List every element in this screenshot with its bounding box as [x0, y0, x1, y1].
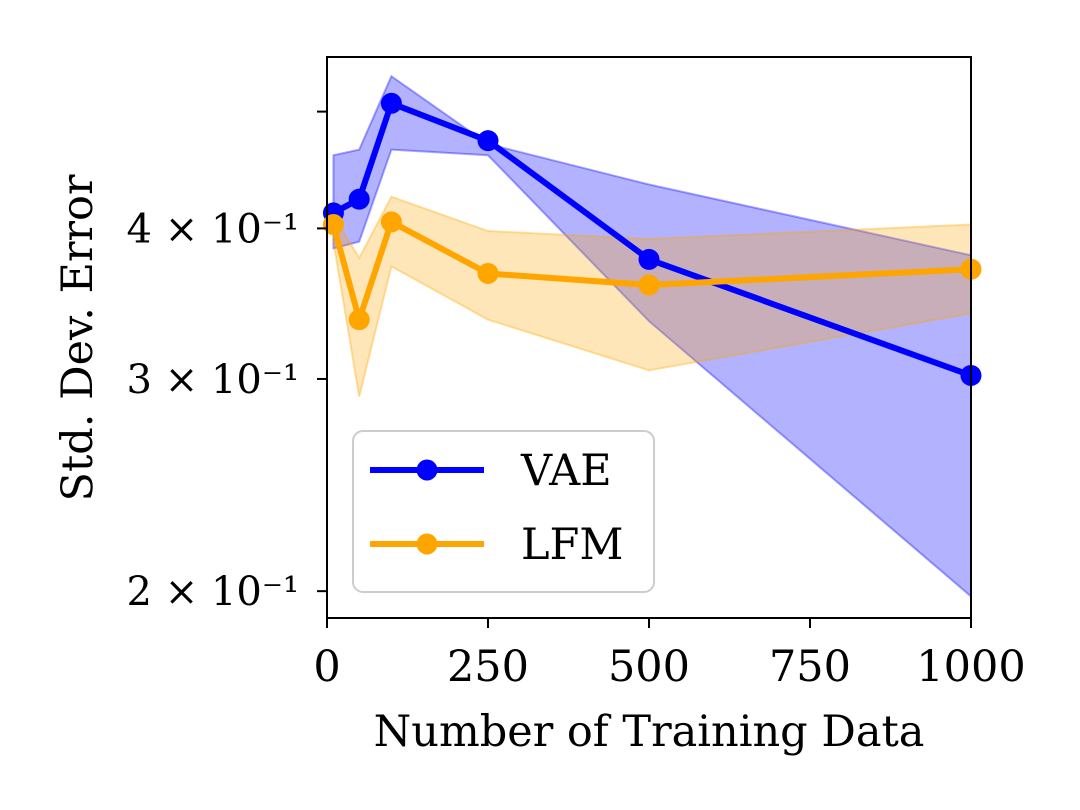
- legend-lfm-label: LFM: [521, 520, 623, 570]
- y-axis-label: Std. Dev. Error: [53, 174, 103, 501]
- x-tick-label-4: 1000: [916, 642, 1025, 692]
- lfm-series-line: [330, 218, 974, 323]
- y-tick-label-0: 2 × 10⁻¹: [127, 569, 299, 615]
- y-tick-label-1: 3 × 10⁻¹: [127, 357, 299, 403]
- x-axis-label: Number of Training Data: [374, 707, 925, 757]
- lfm-point-1: [348, 309, 370, 331]
- vae-point-3: [477, 130, 499, 152]
- x-tick-label-2: 500: [608, 642, 690, 692]
- legend-lfm-marker: [416, 533, 438, 555]
- vae-point-4: [638, 248, 660, 270]
- x-tick-label-0: 0: [313, 642, 340, 692]
- lfm-point-2: [380, 211, 402, 233]
- legend: VAE LFM: [352, 430, 655, 593]
- vae-point-2: [380, 92, 402, 114]
- vae-point-1: [348, 188, 370, 210]
- plot-frame: [326, 56, 972, 619]
- lfm-point-3: [477, 262, 499, 284]
- x-axis: 0 250 500 750 1000: [313, 618, 1026, 692]
- legend-vae-label: VAE: [520, 446, 612, 496]
- y-tick-label-2: 4 × 10⁻¹: [127, 206, 299, 252]
- series-points: [322, 92, 982, 386]
- lfm-point-0: [322, 213, 344, 235]
- x-tick-label-1: 250: [447, 642, 529, 692]
- x-tick-label-3: 750: [769, 642, 851, 692]
- lfm-point-4: [638, 274, 660, 296]
- y-axis: 2 × 10⁻¹ 3 × 10⁻¹ 4 × 10⁻¹: [127, 110, 327, 615]
- legend-vae-marker: [416, 459, 438, 481]
